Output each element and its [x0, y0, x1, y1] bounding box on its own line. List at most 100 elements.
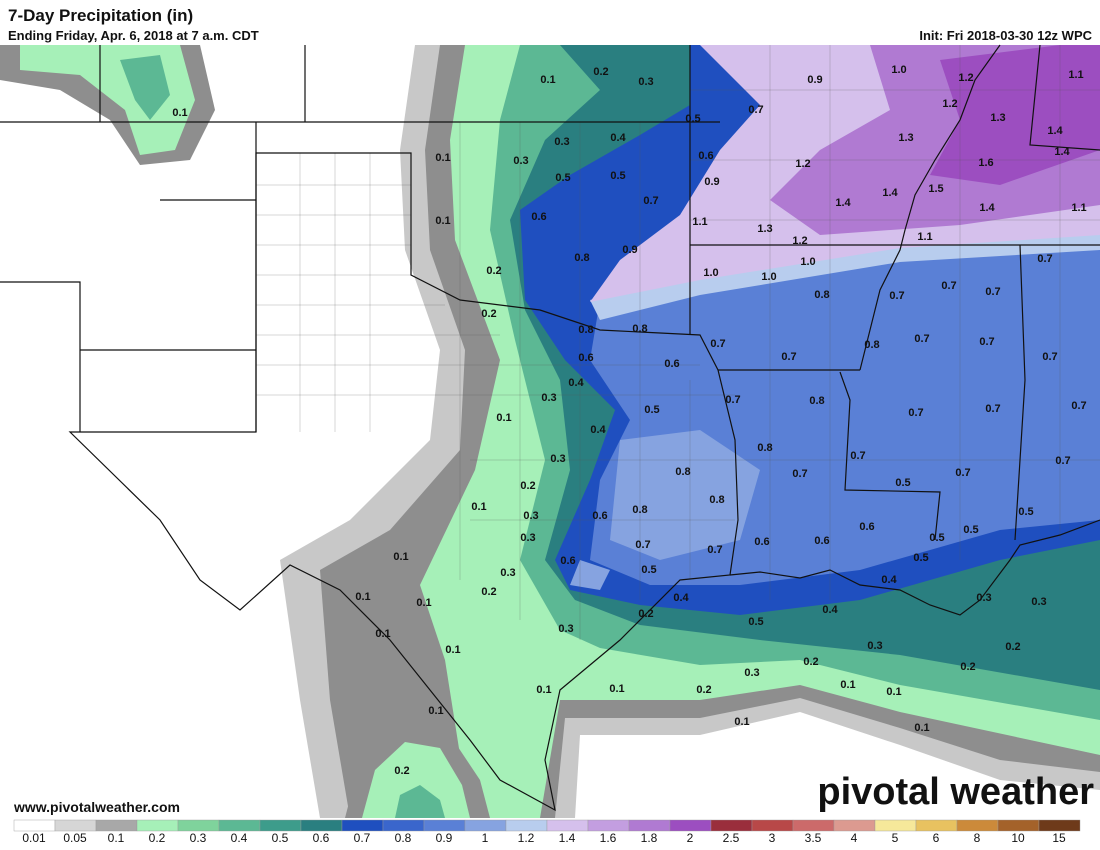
precip-label: 0.7 [1042, 351, 1057, 363]
precip-label: 0.8 [574, 252, 589, 264]
precip-label: 0.5 [963, 524, 978, 536]
title: 7-Day Precipitation (in) [8, 6, 193, 25]
precip-label: 0.1 [540, 74, 555, 86]
colorbar-swatch [997, 819, 1040, 832]
header-band [0, 0, 1100, 45]
precip-label: 0.2 [481, 586, 496, 598]
precip-label: 1.1 [917, 231, 932, 243]
precip-label: 0.1 [609, 683, 624, 695]
precip-label: 0.2 [638, 608, 653, 620]
colorbar-label: 0.4 [231, 831, 248, 845]
precip-label: 0.7 [985, 286, 1000, 298]
precip-label: 0.8 [757, 442, 772, 454]
precip-label: 0.3 [1031, 596, 1046, 608]
precip-label: 1.4 [835, 197, 851, 209]
colorbar-label: 1.6 [600, 831, 617, 845]
colorbar-label: 15 [1052, 831, 1066, 845]
precip-label: 0.3 [513, 155, 528, 167]
colorbar-label: 2.5 [723, 831, 740, 845]
colorbar-swatch [218, 819, 261, 832]
shade-dark-purple [930, 45, 1100, 185]
precip-label: 0.3 [550, 453, 565, 465]
precip-label: 0.8 [578, 324, 593, 336]
colorbar-label: 2 [687, 831, 694, 845]
precip-label: 1.4 [882, 187, 898, 199]
precip-label: 1.6 [978, 157, 993, 169]
state-lines [0, 44, 1100, 541]
precip-label: 0.7 [643, 195, 658, 207]
precip-label: 0.3 [867, 640, 882, 652]
colorbar-label: 0.05 [63, 831, 87, 845]
precip-label: 0.6 [698, 150, 713, 162]
precip-label: 0.8 [675, 466, 690, 478]
init-time: Init: Fri 2018-03-30 12z WPC [919, 28, 1092, 43]
colorbar-swatch [1038, 819, 1081, 832]
colorbar-swatch [751, 819, 794, 832]
precip-label: 0.7 [707, 544, 722, 556]
precip-label: 0.2 [593, 66, 608, 78]
precip-label: 0.4 [590, 424, 606, 436]
precip-label: 0.6 [814, 535, 829, 547]
precip-label: 0.1 [445, 644, 460, 656]
precip-label: 0.3 [541, 392, 556, 404]
colorbar-swatch [956, 819, 999, 832]
map-labels: 0.1 0.2 0.3 0.9 1.0 1.2 1.1 0.1 0.5 0.7 1.2 1.3 1.4 0… [172, 64, 1086, 777]
precip-label: 0.6 [578, 352, 593, 364]
precip-label: 0.6 [531, 211, 546, 223]
precip-label: 0.7 [985, 403, 1000, 415]
colorbar-label: 0.8 [395, 831, 412, 845]
precip-label: 1.3 [990, 112, 1005, 124]
precip-label: 1.0 [891, 64, 906, 76]
precip-label: 0.1 [355, 591, 370, 603]
precip-label: 0.7 [889, 290, 904, 302]
precip-label: 0.8 [632, 504, 647, 516]
precip-label: 0.6 [859, 521, 874, 533]
colorbar-label: 3 [769, 831, 776, 845]
colorbar-label: 0.6 [313, 831, 330, 845]
precip-label: 1.1 [692, 216, 707, 228]
precip-label: 1.2 [958, 72, 973, 84]
colorbar-swatch [874, 819, 917, 832]
county-lines [256, 45, 1100, 640]
colorbar-swatch [792, 819, 835, 832]
colorbar-swatch [505, 819, 548, 832]
precip-label: 0.1 [886, 686, 901, 698]
precip-label: 0.8 [864, 339, 879, 351]
colorbar-swatch [587, 819, 630, 832]
state-borders [0, 44, 1100, 812]
precip-label: 0.7 [955, 467, 970, 479]
precip-label: 0.1 [172, 107, 187, 119]
precip-label: 0.3 [976, 592, 991, 604]
precip-label: 0.7 [781, 351, 796, 363]
precip-label: 0.3 [744, 667, 759, 679]
precip-label: 0.1 [914, 722, 929, 734]
precip-label: 0.8 [709, 494, 724, 506]
colorbar-label: 5 [892, 831, 899, 845]
precip-label: 0.7 [1055, 455, 1070, 467]
precip-label: 0.5 [641, 564, 656, 576]
texas-border [68, 152, 739, 812]
precip-label: 0.7 [725, 394, 740, 406]
precip-label: 0.6 [592, 510, 607, 522]
colorbar-swatch [710, 819, 753, 832]
precip-label: 0.2 [696, 684, 711, 696]
colorbar-label: 1.8 [641, 831, 658, 845]
precip-label: 0.1 [536, 684, 551, 696]
precip-label: 0.9 [622, 244, 637, 256]
precip-label: 1.4 [1047, 125, 1063, 137]
colorbar-label: 0.5 [272, 831, 289, 845]
colorbar-swatch [54, 819, 97, 832]
precip-label: 0.7 [908, 407, 923, 419]
shade-light-blue [570, 430, 760, 590]
precip-label: 0.1 [435, 215, 450, 227]
colorbar-swatch [628, 819, 671, 832]
precip-label: 0.7 [710, 338, 725, 350]
colorbar-label: 8 [974, 831, 981, 845]
precip-label: 0.7 [1071, 400, 1086, 412]
precip-label: 0.4 [568, 377, 584, 389]
precip-label: 1.0 [761, 271, 776, 283]
shade-mx-dark-green [395, 785, 445, 818]
precip-label: 0.1 [428, 705, 443, 717]
precip-label: 1.0 [800, 256, 815, 268]
colorbar-swatch [341, 819, 384, 832]
